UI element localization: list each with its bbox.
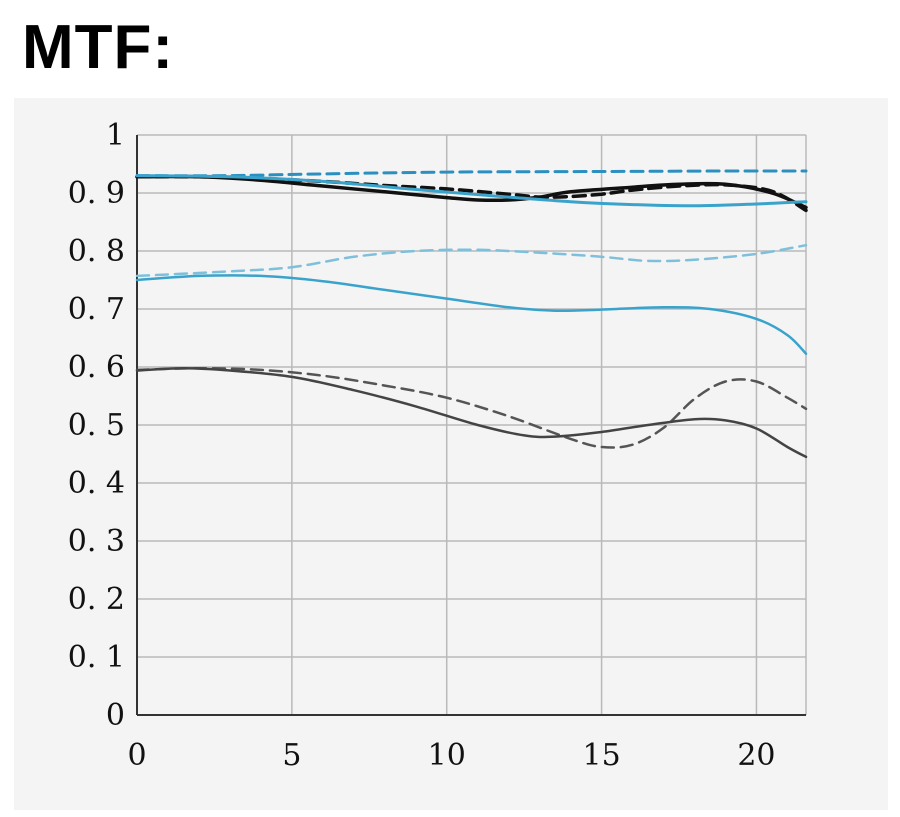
y-tick-label: 0. 6 [68, 350, 125, 385]
x-tick-label: 10 [428, 738, 466, 773]
y-tick-label: 0. 2 [68, 582, 125, 617]
x-tick-label: 20 [737, 738, 775, 773]
y-tick-label: 0. 4 [68, 466, 125, 501]
y-tick-label: 0 [106, 698, 125, 733]
y-tick-label: 0. 5 [68, 408, 125, 443]
series-line-5 [135, 243, 808, 278]
series-line-8 [135, 366, 808, 459]
y-tick-label: 0. 7 [68, 292, 125, 327]
y-tick-label: 0. 3 [68, 524, 125, 559]
y-tick-label: 1 [106, 118, 125, 153]
tick-label-layer: 00. 10. 20. 30. 40. 50. 60. 70. 80. 910 5… [68, 118, 776, 773]
series-line-4 [135, 174, 808, 208]
x-tick-label: 0 [127, 738, 146, 773]
x-tick-label: 5 [282, 738, 301, 773]
mtf-chart: 00. 10. 20. 30. 40. 50. 60. 70. 80. 910 5… [68, 118, 808, 773]
series-line-7 [135, 366, 808, 449]
y-tick-label: 0. 8 [68, 234, 125, 269]
x-tick-label: 15 [582, 738, 620, 773]
page-title: MTF: [22, 13, 175, 82]
grid-layer [136, 134, 807, 716]
series-line-6 [135, 274, 808, 355]
series-layer [135, 169, 808, 459]
y-tick-label: 0. 9 [68, 176, 125, 211]
y-tick-label: 0. 1 [68, 640, 125, 675]
series-line-1 [135, 169, 808, 178]
axis-layer [136, 135, 806, 716]
